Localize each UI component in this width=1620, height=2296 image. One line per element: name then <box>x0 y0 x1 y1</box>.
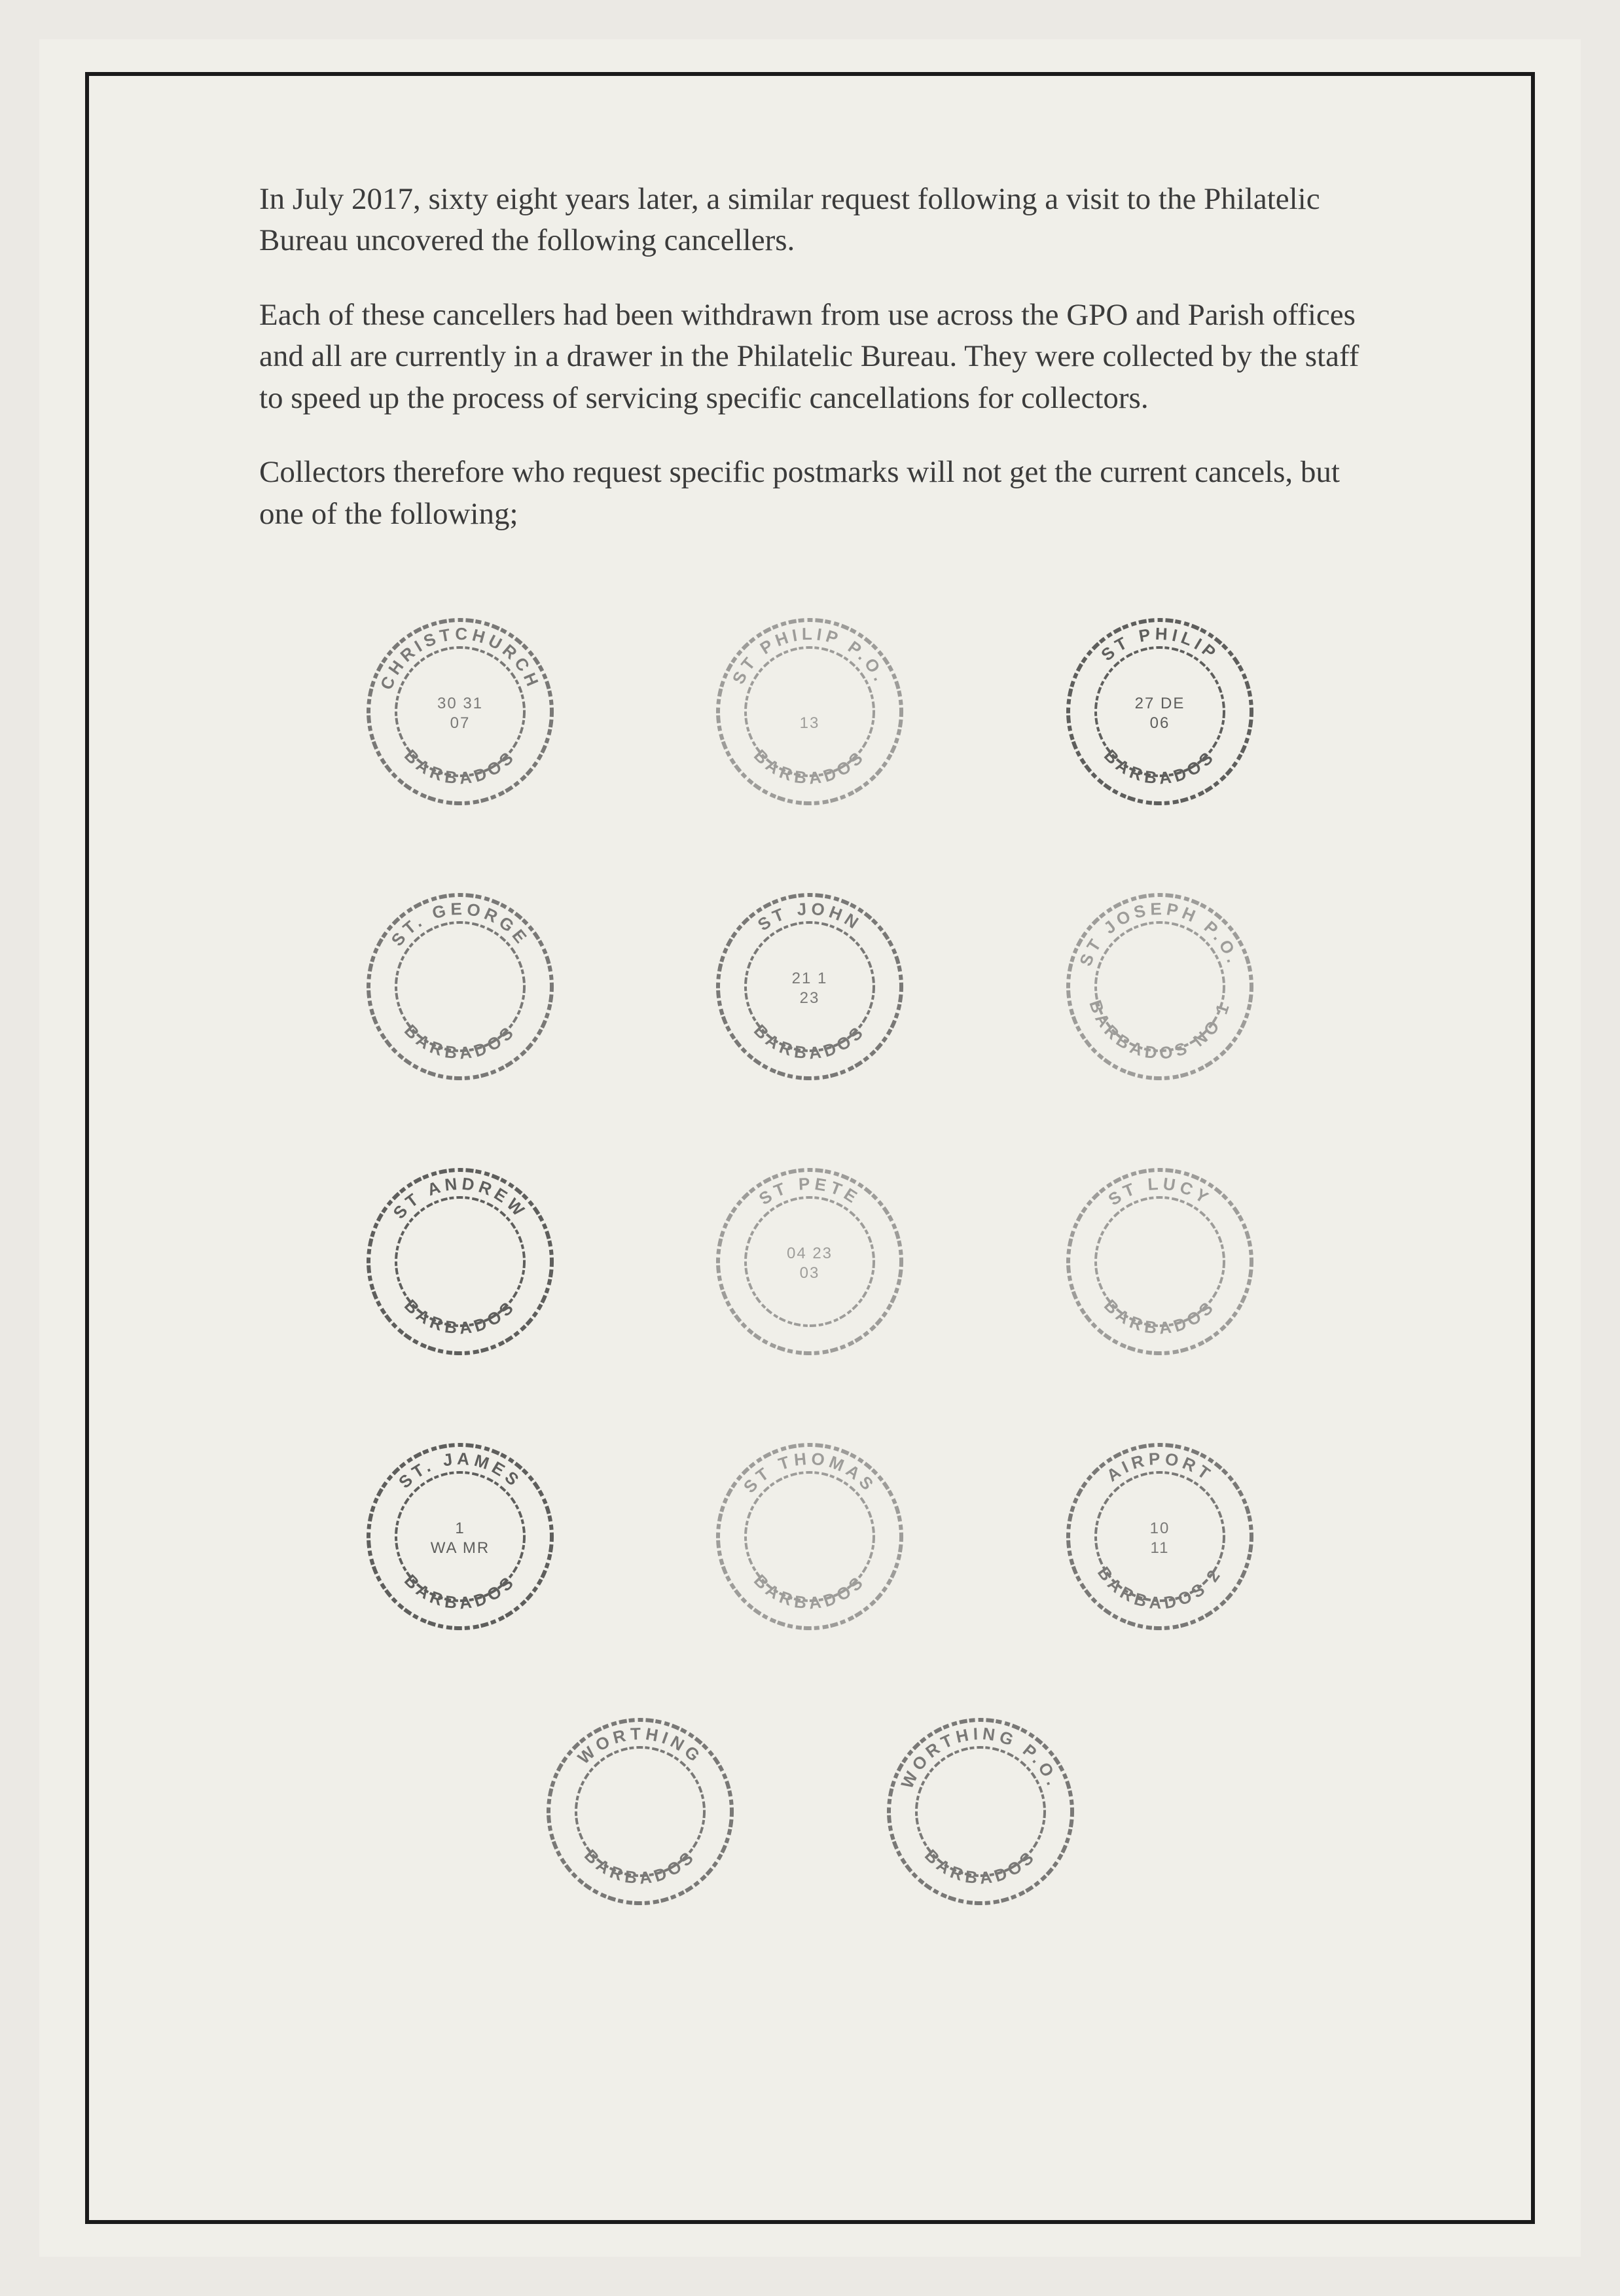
svg-text:07: 07 <box>450 714 471 732</box>
svg-text:BARBADOS: BARBADOS <box>750 746 869 788</box>
svg-text:21 1: 21 1 <box>792 970 828 987</box>
svg-text:03: 03 <box>800 1264 820 1282</box>
svg-text:30 31: 30 31 <box>437 695 483 712</box>
svg-text:13: 13 <box>800 714 820 732</box>
svg-text:BARBADOS: BARBADOS <box>401 1296 520 1338</box>
postmark-stamp: WORTHING P.O. BARBADOS <box>882 1713 1079 1910</box>
postmark-stamp: ST LUCYBARBADOS <box>1062 1163 1258 1360</box>
svg-text:BARBADOS: BARBADOS <box>920 1846 1039 1888</box>
postmark-row: ST ANDREWBARBADOSST PETE04 2303ST LUCYBA… <box>285 1163 1335 1360</box>
svg-text:BARBADOS: BARBADOS <box>1100 746 1219 788</box>
postmark-stamp: ST JOHNBARBADOS21 123 <box>711 888 908 1085</box>
svg-text:BARBADOS 2: BARBADOS 2 <box>1094 1563 1226 1613</box>
svg-text:04 23: 04 23 <box>787 1245 833 1262</box>
postmark-row: ST. GEORGEBARBADOSST JOHNBARBADOS21 123S… <box>285 888 1335 1085</box>
postmark-stamp: CHRISTCHURCH BARBADOS 30 31 07 <box>362 613 558 810</box>
svg-text:BARBADOS: BARBADOS <box>401 746 520 788</box>
paragraph-3: Collectors therefore who request specifi… <box>259 452 1361 535</box>
postmark-stamp: ST PHILIP P.O. BARBADOS 13 <box>711 613 908 810</box>
svg-text:ST. GEORGE: ST. GEORGE <box>387 899 533 950</box>
postmark-stamp: ST ANDREWBARBADOS <box>362 1163 558 1360</box>
svg-text:ST PHILIP P.O.: ST PHILIP P.O. <box>729 624 891 687</box>
svg-text:CHRISTCHURCH: CHRISTCHURCH <box>376 624 544 693</box>
svg-text:BARBADOS: BARBADOS <box>750 1571 869 1613</box>
svg-text:11: 11 <box>1150 1539 1169 1557</box>
svg-text:WORTHING P.O.: WORTHING P.O. <box>897 1724 1064 1792</box>
svg-text:BARBADOS: BARBADOS <box>580 1846 699 1888</box>
scanned-page: In July 2017, sixty eight years later, a… <box>39 39 1581 2257</box>
postmark-stamp: WORTHINGBARBADOS <box>542 1713 738 1910</box>
svg-text:10: 10 <box>1149 1520 1170 1537</box>
svg-text:BARBADOS: BARBADOS <box>401 1021 520 1063</box>
svg-text:1: 1 <box>455 1520 465 1537</box>
postmark-stamp: ST PETE04 2303 <box>711 1163 908 1360</box>
svg-text:23: 23 <box>800 989 820 1007</box>
svg-text:BARBADOS NO 1: BARBADOS NO 1 <box>1085 998 1234 1063</box>
postmark-stamp: ST PHILIPBARBADOS27 DE06 <box>1062 613 1258 810</box>
postmark-stamp: ST JOSEPH P.O. BARBADOS NO 1 <box>1062 888 1258 1085</box>
postmark-row: ST. JAMESBARBADOS1WA MRST THOMASBARBADOS… <box>285 1438 1335 1635</box>
postmark-stamp: AIRPORTBARBADOS 21011 <box>1062 1438 1258 1635</box>
svg-text:27 DE: 27 DE <box>1134 695 1185 712</box>
postmark-row: WORTHINGBARBADOS WORTHING P.O. BARBADOS <box>285 1713 1335 1910</box>
svg-text:BARBADOS: BARBADOS <box>1100 1296 1219 1338</box>
svg-text:BARBADOS: BARBADOS <box>401 1571 520 1613</box>
postmark-row: CHRISTCHURCH BARBADOS 30 31 07 ST PHILIP P.O… <box>285 613 1335 810</box>
postmark-stamp: ST. JAMESBARBADOS1WA MR <box>362 1438 558 1635</box>
paragraph-1: In July 2017, sixty eight years later, a… <box>259 179 1361 262</box>
postmark-stamp: ST THOMASBARBADOS <box>711 1438 908 1635</box>
paragraph-2: Each of these cancellers had been withdr… <box>259 295 1361 419</box>
svg-text:06: 06 <box>1149 714 1170 732</box>
postmark-stamp: ST. GEORGE BARBADOS <box>362 888 558 1085</box>
svg-text:WA MR: WA MR <box>431 1539 490 1557</box>
svg-text:BARBADOS: BARBADOS <box>750 1021 869 1063</box>
page-frame: In July 2017, sixty eight years later, a… <box>85 72 1535 2224</box>
svg-text:ST JOSEPH P.O.: ST JOSEPH P.O. <box>1075 899 1244 969</box>
postmark-grid: CHRISTCHURCH BARBADOS 30 31 07 ST PHILIP P.O… <box>259 613 1361 1910</box>
